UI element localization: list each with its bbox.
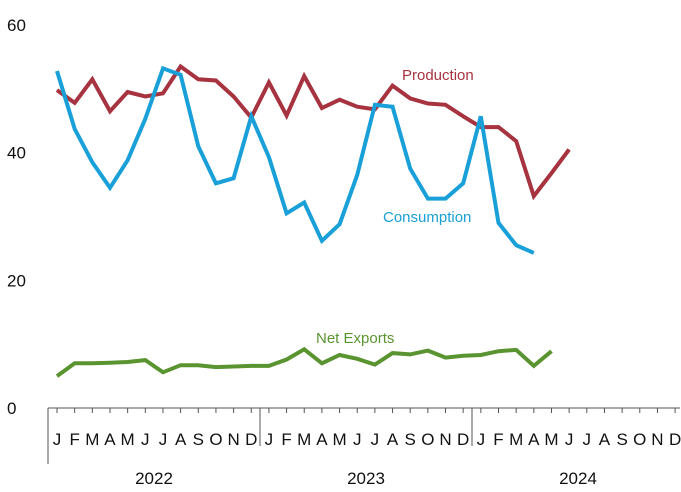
year-label: 2023 — [347, 469, 385, 488]
x-tick-label: J — [265, 430, 274, 449]
x-tick-label: J — [141, 430, 150, 449]
y-tick-label: 0 — [7, 399, 16, 418]
x-axis: J F M A M J J A S O N D J F M A M J J A S O N D J F M A M J J A S O N D2022… — [47, 407, 681, 488]
x-tick-label: D — [669, 430, 681, 449]
y-tick-label: 20 — [7, 271, 26, 290]
x-tick-label: J — [159, 430, 168, 449]
series-lines — [55, 63, 571, 378]
x-tick-label: F — [493, 430, 503, 449]
year-label: 2022 — [135, 469, 173, 488]
x-tick-label: D — [245, 430, 257, 449]
x-tick-label: A — [316, 430, 328, 449]
y-tick-label: 40 — [7, 144, 26, 163]
x-tick-label: A — [387, 430, 399, 449]
x-tick-label: J — [53, 430, 62, 449]
x-tick-label: D — [457, 430, 469, 449]
year-label: 2024 — [559, 469, 597, 488]
x-tick-label: S — [193, 430, 204, 449]
series-line-net-exports — [55, 346, 553, 378]
x-tick-label: N — [227, 430, 239, 449]
x-tick-label: O — [209, 430, 222, 449]
x-tick-label: A — [599, 430, 611, 449]
x-tick-label: M — [297, 430, 311, 449]
x-tick-label: J — [583, 430, 592, 449]
x-tick-label: M — [544, 430, 558, 449]
x-tick-label: J — [371, 430, 380, 449]
x-tick-label: F — [281, 430, 291, 449]
y-tick-label: 60 — [7, 16, 26, 35]
series-label-consumption: Consumption — [383, 209, 471, 226]
x-tick-label: M — [85, 430, 99, 449]
x-tick-label: J — [565, 430, 574, 449]
x-tick-label: J — [353, 430, 362, 449]
y-axis: 0 20 40 60 — [7, 16, 26, 418]
x-tick-label: O — [633, 430, 646, 449]
series-label-production: Production — [402, 67, 474, 84]
x-tick-label: O — [421, 430, 434, 449]
x-tick-label: S — [405, 430, 416, 449]
x-tick-label: M — [332, 430, 346, 449]
series-labels: Production Consumption Net Exports — [316, 67, 474, 347]
x-tick-label: N — [651, 430, 663, 449]
x-tick-label: J — [477, 430, 486, 449]
x-tick-label: A — [175, 430, 187, 449]
x-tick-label: N — [439, 430, 451, 449]
x-tick-label: A — [104, 430, 116, 449]
x-tick-label: M — [121, 430, 135, 449]
series-label-net-exports: Net Exports — [316, 330, 394, 347]
x-tick-label: A — [528, 430, 540, 449]
series-line-consumption — [55, 65, 535, 255]
x-tick-label: S — [616, 430, 627, 449]
x-tick-label: F — [69, 430, 79, 449]
x-tick-label: M — [509, 430, 523, 449]
